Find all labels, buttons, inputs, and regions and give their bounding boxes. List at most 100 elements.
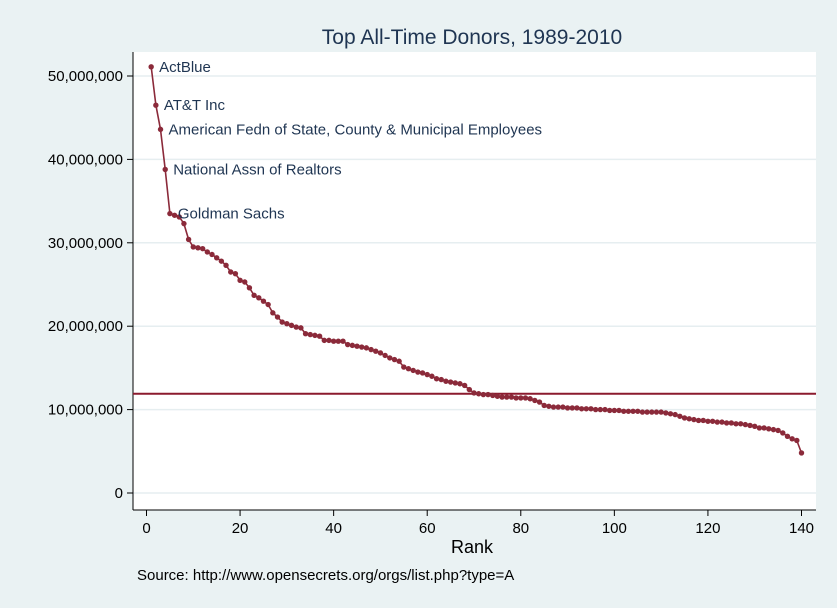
- data-point: [256, 295, 262, 301]
- data-point: [223, 262, 229, 269]
- data-point: [756, 425, 763, 431]
- data-point: [705, 418, 711, 424]
- data-point: [335, 338, 342, 344]
- data-point: [330, 338, 337, 344]
- data-point: [326, 337, 332, 344]
- data-point: [279, 319, 285, 325]
- data-point: [588, 406, 594, 412]
- data-point: [340, 338, 346, 344]
- data-point: [190, 244, 196, 250]
- data-point: [677, 413, 683, 419]
- chart-title: Top All-Time Donors, 1989-2010: [322, 26, 622, 49]
- data-point: [270, 310, 276, 316]
- x-tick-label: 60: [419, 520, 436, 537]
- data-point: [387, 355, 393, 361]
- x-ticks: 0 20 40 60 80 100 120 140: [142, 510, 814, 537]
- data-point: [185, 236, 192, 243]
- point-annotation: ActBlue: [159, 59, 211, 76]
- data-point: [466, 386, 473, 393]
- data-point: [265, 301, 271, 308]
- data-point: [298, 325, 304, 331]
- data-point: [555, 404, 561, 410]
- data-point: [583, 406, 589, 412]
- data-point: [344, 341, 351, 348]
- data-point: [616, 407, 622, 414]
- data-point: [452, 380, 458, 386]
- data-point: [424, 371, 430, 378]
- data-point: [658, 409, 664, 415]
- data-point: [405, 366, 412, 372]
- data-point: [382, 352, 388, 359]
- data-point: [564, 405, 571, 411]
- data-point: [681, 415, 688, 421]
- data-point: [195, 245, 201, 251]
- series-group: [148, 64, 805, 456]
- data-point: [162, 166, 168, 173]
- data-point: [153, 102, 159, 108]
- data-point: [550, 404, 557, 410]
- data-point: [761, 425, 767, 431]
- data-point: [242, 279, 248, 285]
- data-point: [700, 417, 706, 424]
- data-point: [218, 258, 225, 264]
- data-point: [349, 342, 356, 349]
- data-point: [606, 407, 613, 414]
- data-point: [574, 405, 580, 411]
- data-point: [284, 320, 290, 327]
- data-point: [228, 269, 234, 275]
- data-point: [410, 367, 416, 374]
- data-point: [209, 251, 215, 258]
- data-point: [181, 220, 187, 227]
- data-point: [649, 409, 655, 415]
- data-point: [232, 270, 239, 277]
- data-point: [443, 378, 449, 384]
- data-point: [667, 411, 674, 417]
- data-point: [274, 314, 281, 320]
- data-point: [672, 411, 678, 418]
- data-point: [532, 397, 538, 404]
- data-point: [578, 406, 585, 412]
- data-point: [363, 345, 370, 351]
- data-point: [522, 395, 529, 401]
- data-point: [504, 394, 510, 400]
- data-point: [794, 437, 800, 444]
- annotations: ActBlue AT&T Inc American Fedn of State, C…: [159, 59, 542, 223]
- data-point: [527, 396, 533, 402]
- data-point: [447, 379, 454, 385]
- y-tick-label: 30,000,000: [48, 235, 123, 252]
- data-point: [480, 391, 487, 398]
- data-point: [635, 408, 641, 414]
- data-point: [213, 255, 220, 261]
- data-point: [723, 420, 730, 426]
- x-tick-label: 40: [325, 520, 342, 537]
- data-point: [316, 333, 323, 339]
- data-point: [546, 403, 552, 409]
- data-point: [508, 394, 515, 400]
- data-point: [321, 337, 327, 344]
- x-tick-label: 80: [512, 520, 529, 537]
- data-point: [686, 416, 692, 422]
- data-point: [780, 430, 786, 436]
- data-point: [592, 406, 599, 413]
- data-point: [695, 417, 702, 424]
- data-point: [728, 420, 735, 426]
- y-tick-label: 0: [115, 485, 123, 502]
- data-point: [775, 427, 781, 434]
- data-point: [415, 369, 421, 375]
- y-tick-label: 40,000,000: [48, 151, 123, 168]
- data-point: [396, 358, 402, 364]
- data-point: [302, 331, 309, 337]
- point-annotation: Goldman Sachs: [178, 206, 285, 223]
- source-note: Source: http://www.opensecrets.org/orgs/…: [137, 567, 514, 584]
- data-point: [246, 285, 253, 291]
- gridlines: [133, 75, 816, 494]
- data-point: [471, 390, 477, 396]
- data-point: [176, 214, 182, 220]
- x-tick-label: 20: [232, 520, 249, 537]
- data-point: [204, 249, 211, 255]
- data-point: [377, 350, 384, 356]
- data-point: [312, 332, 318, 339]
- data-point: [709, 418, 716, 424]
- data-point: [288, 322, 295, 329]
- data-point: [752, 423, 758, 429]
